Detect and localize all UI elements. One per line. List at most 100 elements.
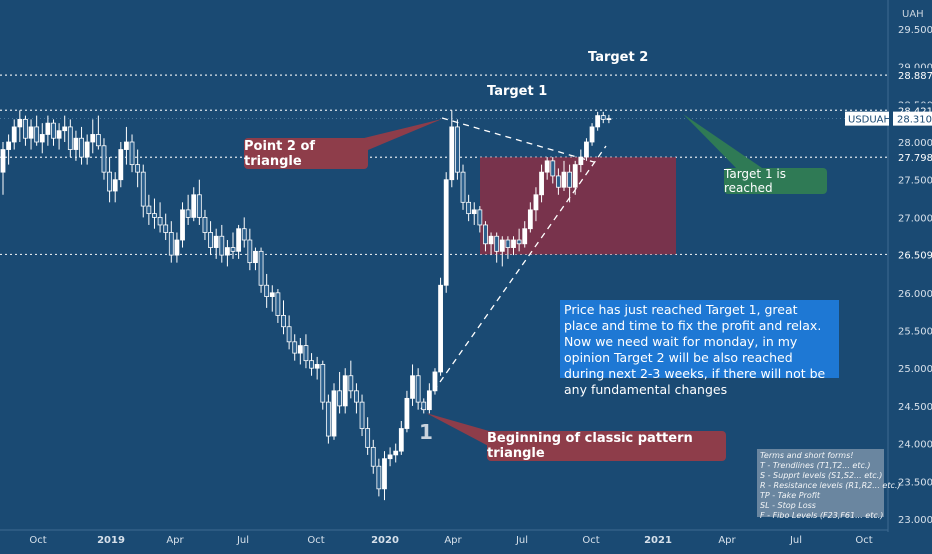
triangle-start-callout: Beginning of classic pattern triangle	[487, 431, 726, 461]
time-tick-label: Jul	[236, 535, 249, 546]
price-tick-label: 28.000	[898, 138, 932, 149]
candle-body	[471, 209, 477, 215]
candle-body	[584, 141, 589, 158]
candle-body	[90, 134, 96, 143]
candle-body	[314, 364, 320, 369]
candle-body	[34, 126, 40, 143]
candle-body	[331, 390, 337, 437]
candle-body	[163, 224, 169, 233]
candle-body	[79, 137, 84, 158]
level-tag-label: 26.509	[898, 250, 932, 261]
candle-body	[606, 118, 612, 121]
price-axis[interactable]: UAH 23.000 23.500 24.000 24.500 25.000 25.500 2…	[845, 0, 932, 550]
time-tick-label: Jul	[515, 535, 528, 546]
price-tick-label: 25.000	[898, 364, 932, 375]
candle-body	[438, 284, 443, 373]
candle-body	[62, 126, 68, 132]
level-tag-bg	[893, 247, 932, 262]
price-tick-label: 26.000	[898, 289, 932, 300]
candle-body	[387, 454, 393, 460]
candle-body	[118, 149, 124, 181]
candle-body	[426, 390, 432, 411]
candle-body	[477, 209, 483, 226]
candle-body	[572, 164, 578, 188]
terms-line: R - Resistance levels (R1,R2... etc.)	[760, 481, 901, 490]
symbol-tag-label: USDUAH	[848, 115, 891, 126]
candle-body	[516, 239, 522, 245]
candlesticks	[0, 110, 612, 501]
candle-body	[168, 232, 174, 256]
terms-line: F - Fibo Levels (F23,F61... etc.)	[760, 511, 884, 520]
candle-body	[539, 171, 544, 196]
terms-line: Terms and short forms!	[760, 451, 854, 460]
price-tick-label: 23.500	[898, 477, 932, 488]
time-axis[interactable]: Oct 2019 Apr Jul Oct 2020 Apr Jul Oct 2021 Apr Jul O…	[0, 529, 888, 546]
candle-body	[398, 428, 404, 452]
terms-legend: Terms and short forms! T - Trendlines (T…	[757, 449, 901, 520]
symbol-tag-bg	[845, 111, 889, 126]
time-tick-label: Apr	[444, 535, 462, 546]
candle-body	[449, 126, 455, 181]
candle-body	[230, 247, 236, 252]
candle-body	[483, 224, 488, 245]
candle-body	[269, 292, 275, 297]
candle-body	[382, 458, 387, 490]
candle-body	[247, 239, 253, 264]
candle-body	[309, 360, 314, 369]
candle-body	[275, 292, 281, 316]
candle-body	[393, 450, 399, 456]
terms-line: S - Supprt levels (S1,S2... etc.)	[760, 471, 883, 480]
point2-pointer	[352, 119, 442, 150]
candle-body	[112, 179, 118, 192]
candle-body	[23, 118, 28, 139]
time-tick-label: Apr	[166, 535, 184, 546]
candle-body	[370, 446, 376, 467]
currency-label: UAH	[902, 9, 924, 20]
candle-body	[140, 171, 146, 207]
candle-body	[208, 232, 213, 248]
candle-body	[219, 235, 225, 256]
candle-body	[460, 171, 466, 203]
price-tick-label: 29.500	[898, 25, 932, 36]
candle-body	[224, 247, 230, 256]
candle-body	[45, 122, 51, 135]
time-tick-label: Oct	[29, 535, 46, 546]
point2-callout: Point 2 of triangle	[244, 138, 368, 169]
candle-body	[51, 122, 56, 139]
candle-body	[522, 228, 528, 245]
candle-body	[124, 141, 129, 150]
price-tag-bg	[893, 111, 932, 126]
candle-body	[544, 160, 550, 173]
price-tick-label: 24.000	[898, 440, 932, 451]
price-tag-label: 28.310	[897, 115, 932, 126]
candle-body	[146, 205, 152, 215]
candle-body	[342, 375, 348, 407]
candle-body	[28, 126, 34, 139]
target2-label: Target 2	[588, 50, 649, 65]
upper-trendline	[441, 117, 595, 163]
candle-body	[550, 160, 556, 177]
candle-body	[404, 397, 410, 429]
candle-body	[499, 239, 505, 252]
candle-body	[555, 175, 561, 188]
candle-body	[527, 209, 533, 230]
level-tag-bg	[893, 68, 932, 83]
candle-body	[432, 371, 438, 392]
candle-body	[281, 315, 286, 328]
candle-body	[73, 137, 79, 150]
target1-label: Target 1	[487, 84, 548, 99]
point1-label: 1	[419, 420, 433, 444]
candle-body	[348, 375, 354, 392]
candle-body	[337, 390, 343, 407]
candle-body	[286, 326, 292, 343]
candle-body	[135, 164, 141, 173]
candle-body	[241, 228, 247, 241]
candle-body	[17, 118, 23, 128]
time-tick-label: Jul	[789, 535, 802, 546]
candle-body	[174, 239, 180, 256]
candle-body	[213, 235, 219, 248]
candle-body	[595, 115, 601, 128]
candle-body	[410, 375, 415, 399]
